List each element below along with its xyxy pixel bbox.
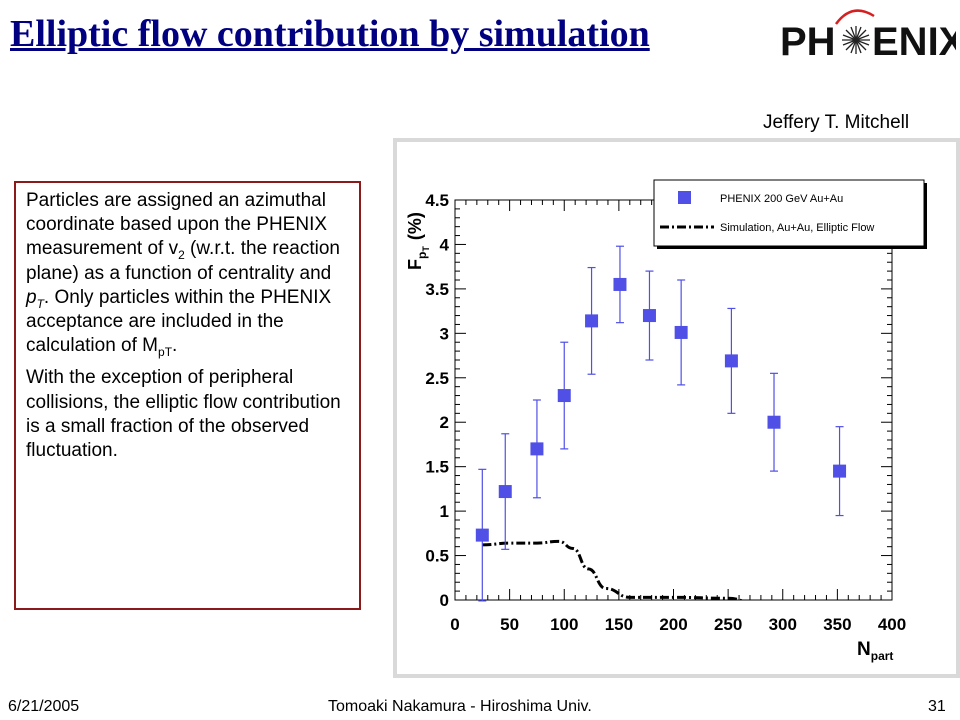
footer-date: 6/21/2005: [8, 698, 80, 715]
legend-label-simulation: Simulation, Au+Au, Elliptic Flow: [720, 222, 874, 234]
y-tick-label: 0: [440, 591, 449, 610]
x-tick-label: 200: [659, 615, 687, 634]
plot-area-frame: [454, 199, 893, 601]
footer-presenter: Tomoaki Nakamura - Hiroshima Univ.: [328, 698, 592, 715]
legend-label-phenix: PHENIX 200 GeV Au+Au: [720, 193, 843, 205]
footer-page-number: 31: [928, 698, 946, 715]
data-point: [475, 528, 489, 542]
author-name: Jeffery T. Mitchell: [763, 112, 910, 133]
x-axis-label: Npart: [857, 639, 893, 663]
x-tick-label: 250: [714, 615, 742, 634]
logo-star-icon: [842, 26, 870, 54]
slide-title: Elliptic flow contribution by simulation: [10, 13, 650, 55]
y-tick-label: 3.5: [425, 280, 449, 299]
series-line-simulation: [482, 539, 744, 600]
data-point: [498, 485, 512, 499]
y-tick-label: 2: [440, 413, 449, 432]
y-tick-label: 2.5: [425, 369, 449, 388]
chart-canvas: 0 50 100 150 200 250 300 350 400 0 0.5 1 1.5 2 2.5 3 3.5…: [397, 142, 956, 674]
data-point: [557, 389, 571, 403]
legend-marker-phenix: [678, 191, 691, 204]
data-point: [642, 309, 656, 323]
data-point: [724, 354, 738, 368]
logo-text-left: PH: [780, 20, 836, 64]
y-tick-label: 0.5: [425, 547, 449, 566]
fpt-vs-npart-chart: 0 50 100 150 200 250 300 350 400 0 0.5 1 1.5 2 2.5 3 3.5…: [405, 179, 927, 663]
data-point: [613, 277, 627, 291]
x-tick-label: 150: [605, 615, 633, 634]
x-tick-label: 50: [500, 615, 519, 634]
logo-text-right: ENIX: [872, 20, 956, 64]
y-tick-label: 1: [440, 502, 449, 521]
description-paragraph-1: Particles are assigned an azimuthal coor…: [26, 190, 341, 360]
x-tick-label: 350: [823, 615, 851, 634]
phenix-logo: PH ENIX: [780, 9, 956, 64]
x-tick-label: 0: [450, 615, 459, 634]
y-tick-label: 4: [440, 235, 450, 254]
description-paragraph-2: With the exception of peripheral collisi…: [26, 367, 341, 462]
chart-frame: 0 50 100 150 200 250 300 350 400 0 0.5 1 1.5 2 2.5 3 3.5…: [393, 138, 960, 678]
y-axis-label: FpT(%): [405, 212, 431, 270]
data-point: [767, 415, 781, 429]
logo-swoosh: [834, 9, 875, 25]
description-box: Particles are assigned an azimuthal coor…: [14, 181, 361, 610]
data-point: [530, 442, 544, 456]
legend-box: [653, 179, 925, 247]
x-tick-label: 400: [878, 615, 906, 634]
x-tick-label: 100: [550, 615, 578, 634]
data-point: [833, 464, 847, 478]
y-tick-label: 3: [440, 324, 449, 343]
data-point: [585, 314, 599, 328]
y-tick-label: 1.5: [425, 458, 449, 477]
data-point: [674, 325, 688, 339]
y-tick-label: 4.5: [425, 191, 449, 210]
x-tick-label: 300: [769, 615, 797, 634]
